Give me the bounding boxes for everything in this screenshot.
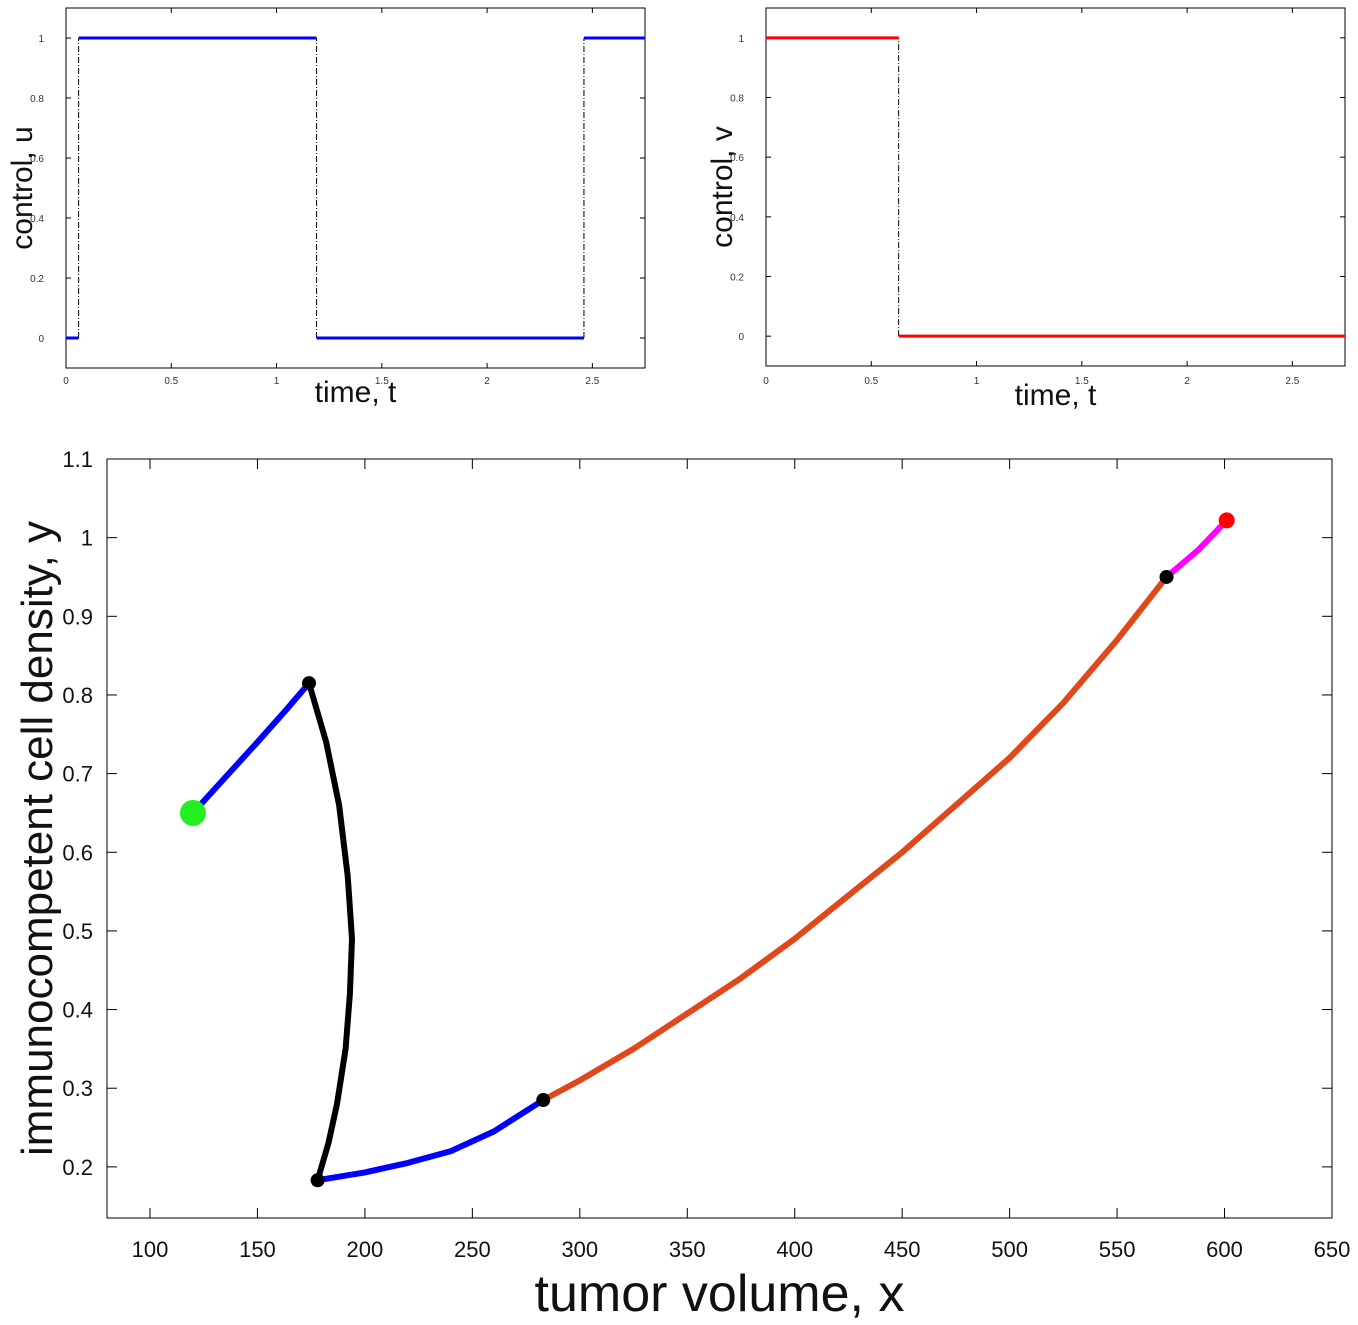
y-tick-label: 0.8 <box>730 94 744 105</box>
y-tick-label: 1 <box>81 526 93 551</box>
y-tick-label: 0.3 <box>62 1076 93 1101</box>
y-tick-label: 0.4 <box>62 998 93 1023</box>
x-tick-label: 0 <box>63 376 69 387</box>
y-tick-label: 0.2 <box>30 274 44 285</box>
x-tick-label: 2 <box>484 376 490 387</box>
y-tick-label: 0.8 <box>30 94 44 105</box>
y-axis-title: immunocompetent cell density, y <box>13 521 62 1156</box>
x-axis-title: time, t <box>1015 379 1097 412</box>
x-tick-label: 450 <box>884 1237 921 1262</box>
x-tick-label: 1.5 <box>375 376 389 387</box>
y-tick-label: 0.2 <box>730 273 744 284</box>
x-tick-label: 200 <box>347 1237 384 1262</box>
x-tick-label: 500 <box>991 1237 1028 1262</box>
y-tick-label: 1 <box>738 34 744 45</box>
phase-portrait-panel: 100 150 200 250 300 350 400 450 500 550 600 650 0.2 0… <box>13 447 1350 1323</box>
y-tick-label: 0.6 <box>30 154 44 165</box>
plot-area-frame <box>65 7 646 369</box>
y-tick-label: 0.5 <box>62 919 93 944</box>
switch-point-marker <box>302 676 317 691</box>
x-axis-title: tumor volume, x <box>535 1265 905 1323</box>
control-u-panel: 0 0.5 1 1.5 2 2.5 0 0.2 0.4 0.6 0.8 1 time, t control… <box>6 7 646 409</box>
x-tick-label: 1.5 <box>1075 376 1089 387</box>
y-tick-label: 0.6 <box>62 840 93 865</box>
plot-area-frame <box>765 7 1346 367</box>
switch-point-marker <box>310 1173 325 1188</box>
y-tick-label: 0.4 <box>730 213 744 224</box>
start-point-marker <box>179 799 206 826</box>
switch-point-marker <box>536 1093 551 1108</box>
x-tick-label: 400 <box>776 1237 813 1262</box>
trajectory-segment <box>540 574 1170 1103</box>
x-tick-label: 350 <box>669 1237 706 1262</box>
y-axis-title: control, v <box>706 126 739 248</box>
x-tick-label: 600 <box>1206 1237 1243 1262</box>
trajectory-segment <box>314 1097 547 1184</box>
trajectory-segment <box>306 680 355 1184</box>
y-tick-label: 0.7 <box>62 762 93 787</box>
x-tick-label: 0 <box>763 376 769 387</box>
y-tick-label: 0.2 <box>62 1155 93 1180</box>
x-tick-label: 2.5 <box>585 376 599 387</box>
x-tick-label: 150 <box>239 1237 276 1262</box>
x-tick-label: 0.5 <box>164 376 178 387</box>
x-tick-label: 250 <box>454 1237 491 1262</box>
trajectory-segment <box>1163 517 1230 580</box>
x-axis-title: time, t <box>315 376 397 409</box>
y-tick-label: 1 <box>38 34 44 45</box>
control-v-panel: 0 0.5 1 1.5 2 2.5 0 0.2 0.4 0.6 0.8 1 time, t control… <box>706 7 1346 412</box>
x-tick-label: 0.5 <box>864 376 878 387</box>
y-tick-label: 0.8 <box>62 683 93 708</box>
x-tick-label: 2.5 <box>1285 376 1299 387</box>
x-tick-label: 550 <box>1099 1237 1136 1262</box>
trajectory-segment <box>190 680 312 816</box>
y-tick-label: 0.4 <box>30 214 44 225</box>
y-tick-label: 0.6 <box>730 153 744 164</box>
x-tick-label: 650 <box>1314 1237 1351 1262</box>
x-tick-label: 1 <box>274 376 280 387</box>
y-tick-label: 0.9 <box>62 604 93 629</box>
x-tick-label: 100 <box>132 1237 169 1262</box>
x-tick-label: 1 <box>974 376 980 387</box>
x-tick-label: 300 <box>561 1237 598 1262</box>
end-point-marker <box>1218 512 1235 529</box>
plot-area-frame <box>106 458 1333 1219</box>
switch-point-marker <box>1159 569 1174 584</box>
y-tick-label: 1.1 <box>62 447 93 472</box>
y-tick-label: 0 <box>38 334 44 345</box>
x-tick-label: 2 <box>1184 376 1190 387</box>
y-tick-label: 0 <box>738 332 744 343</box>
y-axis-title: control, u <box>6 126 39 249</box>
